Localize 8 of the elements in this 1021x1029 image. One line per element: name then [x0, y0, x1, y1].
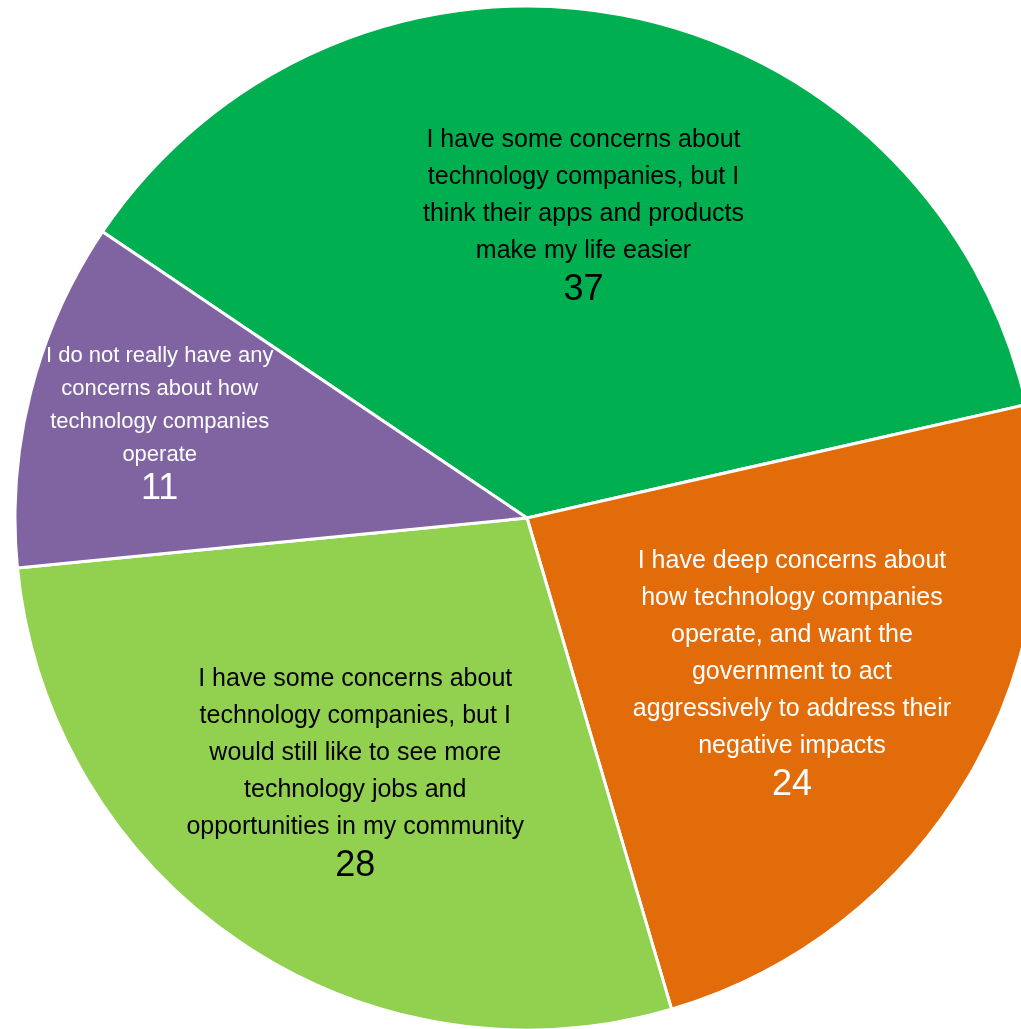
data-label: 28: [335, 842, 376, 884]
data-label: 24: [771, 761, 812, 803]
slice-label: I have some concerns about technology companies, but I would still like to see more technology jobs and opportunities in my community: [186, 662, 525, 839]
slice-label: I have deep concerns about how technology companies operate, and want the government to act aggressively to address their negative impacts: [632, 544, 952, 758]
data-label: 37: [563, 267, 604, 309]
slice-label: I do not really have any concerns about how technology companies operate: [45, 341, 274, 466]
slice-label: I have some concerns about technology companies, but I think their apps and products make my life easier: [422, 124, 745, 264]
data-label: 11: [141, 466, 179, 508]
